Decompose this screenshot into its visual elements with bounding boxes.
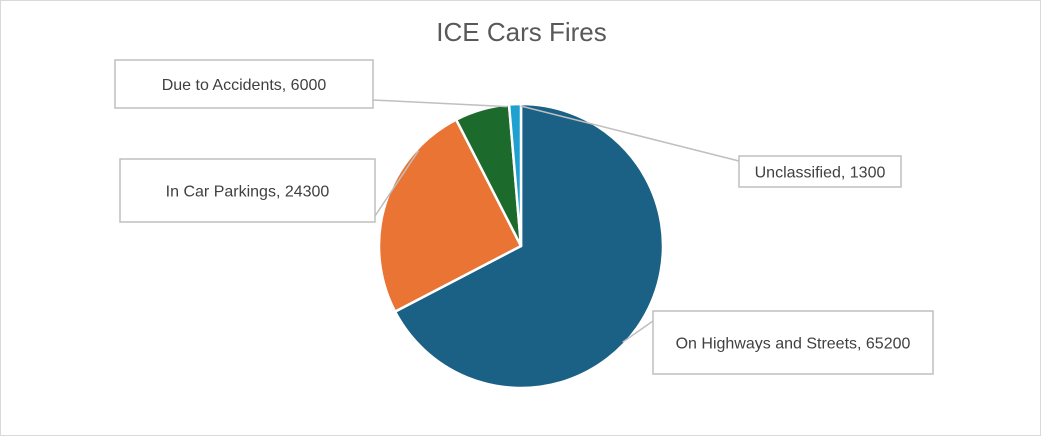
data-labels: On Highways and Streets, 65200 In Car Par… [114,59,934,375]
data-label-box [114,59,374,109]
data-label: Due to Accidents, 6000 [162,77,327,94]
data-label: Unclassified, 1300 [755,165,886,182]
pie-slice-on-highways-and-streets [393,102,665,390]
chart-title: ICE Cars Fires [436,17,607,47]
data-label-box [738,155,902,188]
leader-line [374,150,420,217]
data-label: In Car Parkings, 24300 [166,184,330,201]
leader-line [520,105,740,162]
pie-slice-unclassified [507,102,523,248]
pie-slice-in-car-parkings [377,118,523,313]
data-label: On Highways and Streets, 65200 [676,336,911,353]
pie-slices [377,102,665,390]
data-label-box [119,158,376,223]
leader-line [372,99,508,108]
leader-line [622,320,654,343]
data-label-box [652,310,934,375]
